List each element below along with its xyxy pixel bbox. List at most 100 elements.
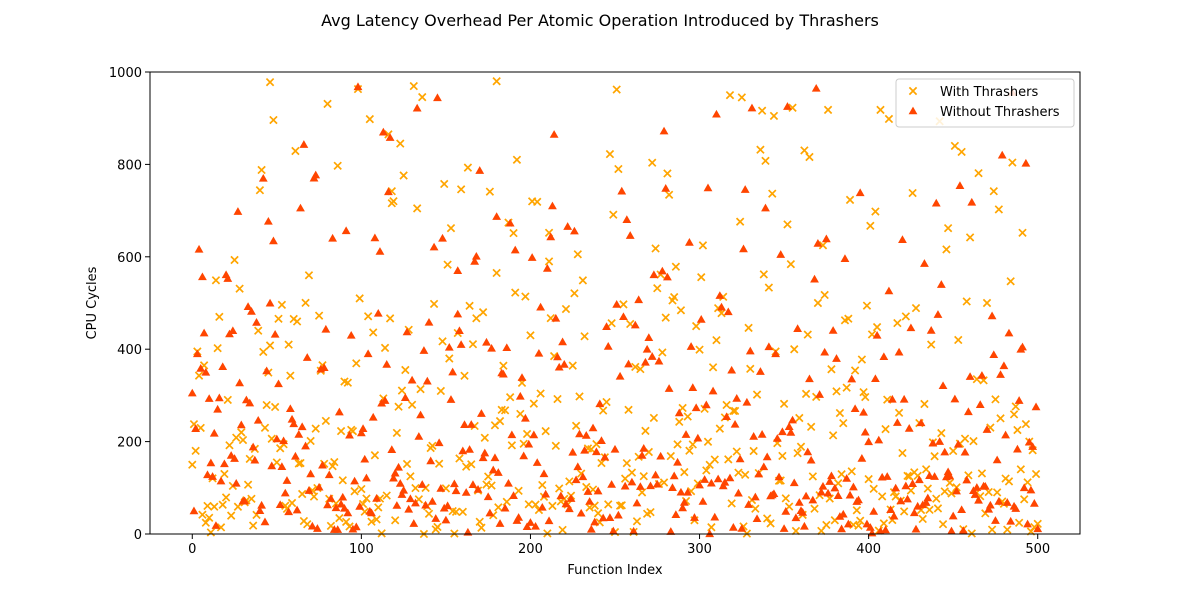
- y-tick-label: 800: [117, 158, 142, 173]
- data-point-without-thrashers: [982, 425, 992, 433]
- data-point-without-thrashers: [651, 470, 660, 479]
- data-point-with-thrashers: [451, 507, 461, 517]
- data-point-with-thrashers: [749, 446, 758, 456]
- data-point-without-thrashers: [509, 491, 518, 499]
- data-point-with-thrashers: [707, 523, 716, 532]
- data-point-without-thrashers: [671, 510, 681, 518]
- data-point-without-thrashers: [275, 500, 285, 509]
- data-point-without-thrashers: [908, 106, 918, 115]
- data-point-without-thrashers: [477, 409, 486, 417]
- data-point-without-thrashers: [950, 394, 960, 403]
- data-point-with-thrashers: [712, 335, 721, 345]
- data-point-without-thrashers: [269, 236, 278, 245]
- data-point-with-thrashers: [499, 361, 508, 370]
- data-point-without-thrashers: [727, 365, 737, 374]
- data-point-without-thrashers: [255, 506, 265, 515]
- data-point-without-thrashers: [399, 485, 409, 494]
- data-point-without-thrashers: [485, 508, 495, 517]
- data-point-without-thrashers: [297, 422, 307, 431]
- data-point-without-thrashers: [414, 432, 424, 440]
- data-point-without-thrashers: [321, 324, 331, 333]
- data-point-without-thrashers: [960, 447, 970, 456]
- data-point-without-thrashers: [380, 396, 390, 404]
- data-point-with-thrashers: [238, 435, 248, 445]
- data-point-without-thrashers: [192, 349, 202, 358]
- data-point-with-thrashers: [492, 268, 501, 278]
- data-point-without-thrashers: [887, 394, 897, 403]
- data-point-with-thrashers: [671, 262, 681, 271]
- data-point-with-thrashers: [930, 452, 939, 461]
- data-point-with-thrashers: [367, 517, 376, 526]
- data-point-without-thrashers: [444, 342, 454, 351]
- data-point-without-thrashers: [698, 497, 708, 505]
- data-point-without-thrashers: [536, 302, 545, 311]
- data-point-with-thrashers: [653, 284, 662, 293]
- data-point-without-thrashers: [637, 451, 647, 459]
- data-point-without-thrashers: [832, 354, 841, 362]
- data-point-without-thrashers: [975, 400, 985, 408]
- data-point-without-thrashers: [558, 337, 567, 346]
- data-point-without-thrashers: [652, 479, 662, 488]
- data-point-without-thrashers: [196, 364, 206, 372]
- data-point-with-thrashers: [898, 448, 907, 458]
- data-point-without-thrashers: [564, 504, 574, 513]
- data-point-without-thrashers: [323, 500, 332, 509]
- data-point-without-thrashers: [507, 430, 517, 439]
- data-point-without-thrashers: [874, 435, 884, 444]
- data-point-with-thrashers: [994, 205, 1004, 214]
- data-point-with-thrashers: [609, 210, 618, 219]
- data-point-with-thrashers: [778, 451, 787, 461]
- data-point-without-thrashers: [712, 109, 721, 118]
- data-point-without-thrashers: [914, 475, 924, 484]
- data-point-without-thrashers: [487, 343, 496, 352]
- data-point-with-thrashers: [553, 394, 562, 404]
- data-point-with-thrashers: [402, 459, 412, 469]
- x-tick-label: 400: [856, 542, 881, 557]
- data-point-with-thrashers: [494, 503, 503, 512]
- data-point-without-thrashers: [570, 226, 579, 235]
- data-point-with-thrashers: [411, 483, 420, 493]
- data-point-with-thrashers: [424, 509, 434, 518]
- data-point-with-thrashers: [620, 474, 630, 483]
- data-point-with-thrashers: [602, 397, 611, 407]
- data-point-without-thrashers: [882, 472, 892, 480]
- data-point-with-thrashers: [664, 190, 674, 199]
- data-point-without-thrashers: [967, 197, 977, 206]
- data-point-with-thrashers: [480, 433, 490, 442]
- data-point-with-thrashers: [387, 199, 397, 208]
- data-point-without-thrashers: [532, 458, 542, 466]
- data-point-with-thrashers: [514, 486, 523, 496]
- data-point-without-thrashers: [597, 436, 606, 444]
- data-point-without-thrashers: [737, 524, 747, 532]
- data-point-without-thrashers: [345, 430, 354, 439]
- data-point-without-thrashers: [642, 344, 652, 353]
- data-point-without-thrashers: [389, 473, 398, 482]
- data-point-without-thrashers: [781, 507, 791, 515]
- data-point-with-thrashers: [1019, 495, 1029, 504]
- data-point-with-thrashers: [847, 467, 856, 476]
- data-point-without-thrashers: [394, 462, 403, 471]
- data-point-without-thrashers: [265, 298, 275, 307]
- data-point-with-thrashers: [855, 516, 865, 525]
- data-point-with-thrashers: [806, 422, 816, 432]
- data-point-with-thrashers: [524, 500, 533, 509]
- data-point-with-thrashers: [467, 460, 476, 469]
- data-point-without-thrashers: [730, 419, 740, 428]
- data-point-without-thrashers: [367, 508, 376, 517]
- data-point-with-thrashers: [894, 408, 904, 418]
- data-point-without-thrashers: [769, 489, 779, 498]
- data-point-without-thrashers: [679, 497, 689, 506]
- data-point-without-thrashers: [833, 491, 843, 499]
- data-point-with-thrashers: [757, 106, 767, 115]
- x-tick-label: 0: [188, 542, 196, 557]
- data-point-with-thrashers: [382, 491, 391, 500]
- data-point-without-thrashers: [262, 366, 272, 375]
- data-point-without-thrashers: [685, 238, 694, 246]
- data-point-with-thrashers: [735, 217, 745, 226]
- data-point-without-thrashers: [808, 495, 818, 504]
- data-point-without-thrashers: [827, 471, 836, 480]
- data-point-with-thrashers: [380, 343, 390, 353]
- data-point-with-thrashers: [561, 304, 571, 314]
- data-point-without-thrashers: [708, 386, 718, 395]
- data-point-with-thrashers: [1011, 402, 1020, 411]
